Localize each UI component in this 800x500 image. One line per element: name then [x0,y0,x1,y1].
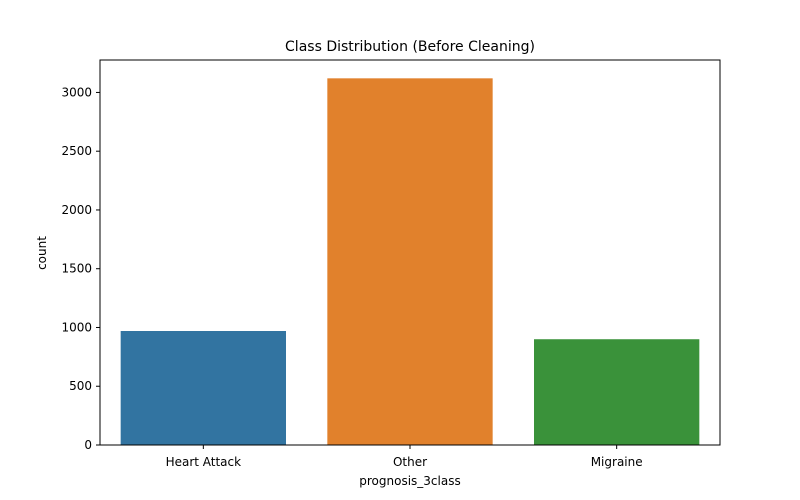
x-tick-label: Other [393,455,427,469]
x-axis: Heart Attack Other Migraine [166,445,643,469]
y-tick-label: 2000 [61,203,92,217]
plot-frame [99,59,721,446]
bar-other [327,78,493,445]
y-tick-label: 500 [69,379,92,393]
y-tick-label: 1000 [61,320,92,334]
x-tick-label: Migraine [591,455,643,469]
bar-heart-attack [120,331,286,445]
x-tick-label: Heart Attack [166,455,242,469]
x-axis-label: prognosis_3class [359,474,460,488]
y-tick-label: 0 [84,438,92,452]
y-axis: 0 500 1000 1500 2000 2500 3000 [61,85,100,452]
chart-title: Class Distribution (Before Cleaning) [285,39,535,55]
bars-layer [120,78,700,445]
y-tick-label: 3000 [61,85,92,99]
y-tick-label: 2500 [61,144,92,158]
y-tick-label: 1500 [61,262,92,276]
y-axis-label: count [35,236,49,270]
bar-migraine [534,339,700,445]
